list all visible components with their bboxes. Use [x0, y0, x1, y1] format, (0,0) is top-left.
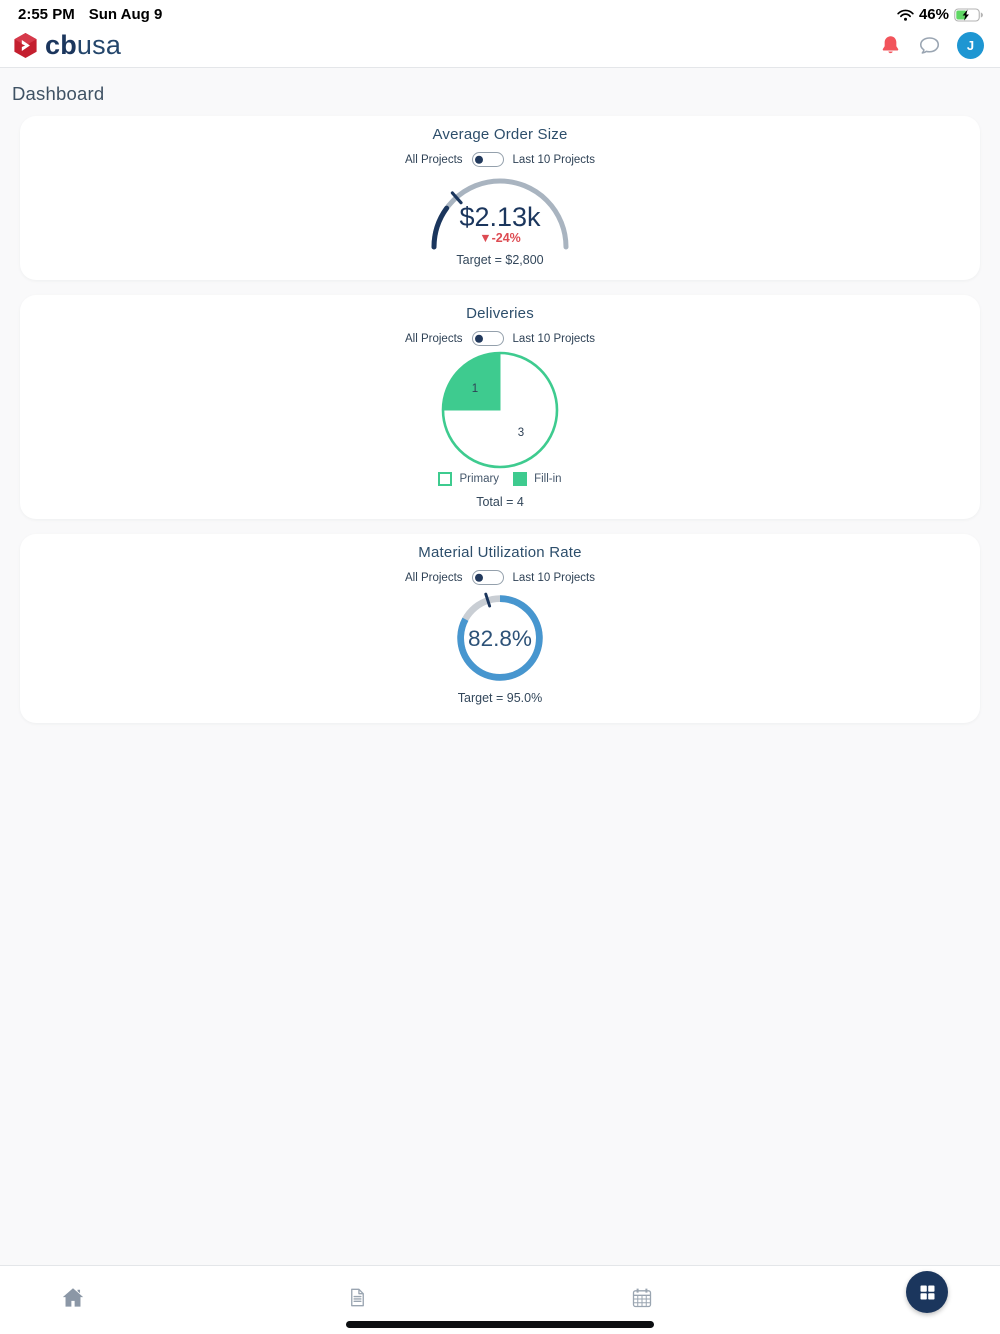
legend-item-fill-in: Fill-in [513, 472, 562, 486]
aos-gauge-value: $2.13k [459, 202, 541, 232]
deliveries-total-label: Total = 4 [476, 495, 524, 509]
toggle-knob [474, 573, 484, 582]
card-title: Material Utilization Rate [418, 544, 582, 561]
nav-documents-icon[interactable] [346, 1286, 369, 1309]
toggle-knob [474, 334, 484, 343]
avatar[interactable]: J [957, 32, 984, 59]
battery-percent: 46% [918, 5, 949, 23]
wifi-icon [897, 6, 914, 23]
mur-donut-target-tick [484, 592, 492, 608]
mur-target-label: Target = 95.0% [457, 691, 543, 705]
fill-in-swatch-icon [513, 472, 528, 486]
aos-gauge-delta: ▼-24% [479, 231, 521, 245]
toggle-left-label: All Projects [405, 571, 463, 584]
toggle-right-label: Last 10 Projects [512, 153, 595, 166]
deliveries-card: Deliveries All Projects Last 10 Projects… [20, 295, 980, 519]
material-utilization-donut: 82.8% [457, 592, 543, 681]
nav-home-icon[interactable] [60, 1285, 86, 1311]
cbusa-logo-icon [12, 32, 39, 59]
pie-label-fill-in: 1 [472, 383, 478, 395]
legend-item-primary: Primary [438, 472, 499, 486]
average-order-size-gauge: $2.13k ▼-24% [431, 178, 569, 250]
toggle-left-label: All Projects [405, 332, 463, 345]
nav-calendar-icon[interactable] [630, 1286, 654, 1310]
apps-grid-fab-button[interactable] [906, 1271, 948, 1313]
projects-toggle[interactable] [471, 331, 504, 346]
mur-donut-value: 82.8% [468, 626, 532, 651]
page-title: Dashboard [12, 83, 105, 104]
deliveries-pie-chart: 1 3 [441, 351, 559, 469]
home-indicator-bar[interactable] [346, 1321, 654, 1328]
app-logo[interactable]: cbusa [12, 32, 121, 59]
projects-toggle[interactable] [471, 570, 504, 585]
status-time: 2:55 PM [18, 5, 75, 23]
toggle-right-label: Last 10 Projects [512, 332, 595, 345]
toggle-left-label: All Projects [405, 153, 463, 166]
card-title: Deliveries [466, 305, 534, 322]
toggle-knob [474, 155, 484, 164]
pie-legend: Primary Fill-in [20, 472, 980, 486]
app-header: cbusa J [0, 24, 1000, 68]
projects-toggle[interactable] [471, 152, 504, 167]
toggle-right-label: Last 10 Projects [512, 571, 595, 584]
notifications-bell-icon[interactable] [879, 34, 902, 57]
logo-wordmark: cbusa [45, 30, 122, 60]
deliveries-pie-solid-slice [442, 352, 501, 411]
average-order-size-card: Average Order Size All Projects Last 10 … [20, 116, 980, 280]
card-title: Average Order Size [432, 126, 568, 143]
pie-label-primary: 3 [518, 427, 524, 439]
dashboard-content: Dashboard Average Order Size All Project… [0, 68, 1000, 1265]
status-bar: 2:55 PM Sun Aug 9 46% [0, 0, 1000, 24]
bottom-nav [0, 1265, 1000, 1334]
status-date: Sun Aug 9 [88, 5, 163, 23]
messages-chat-icon[interactable] [917, 33, 942, 58]
primary-swatch-icon [438, 472, 453, 486]
apps-grid-icon [920, 1285, 934, 1299]
mur-donut-value-arc [457, 595, 543, 681]
material-utilization-card: Material Utilization Rate All Projects L… [20, 534, 980, 723]
aos-target-label: Target = $2,800 [456, 253, 544, 267]
aos-gauge-value-arc [431, 178, 569, 250]
aos-gauge-target-tick [450, 191, 463, 205]
battery-icon [954, 6, 984, 23]
